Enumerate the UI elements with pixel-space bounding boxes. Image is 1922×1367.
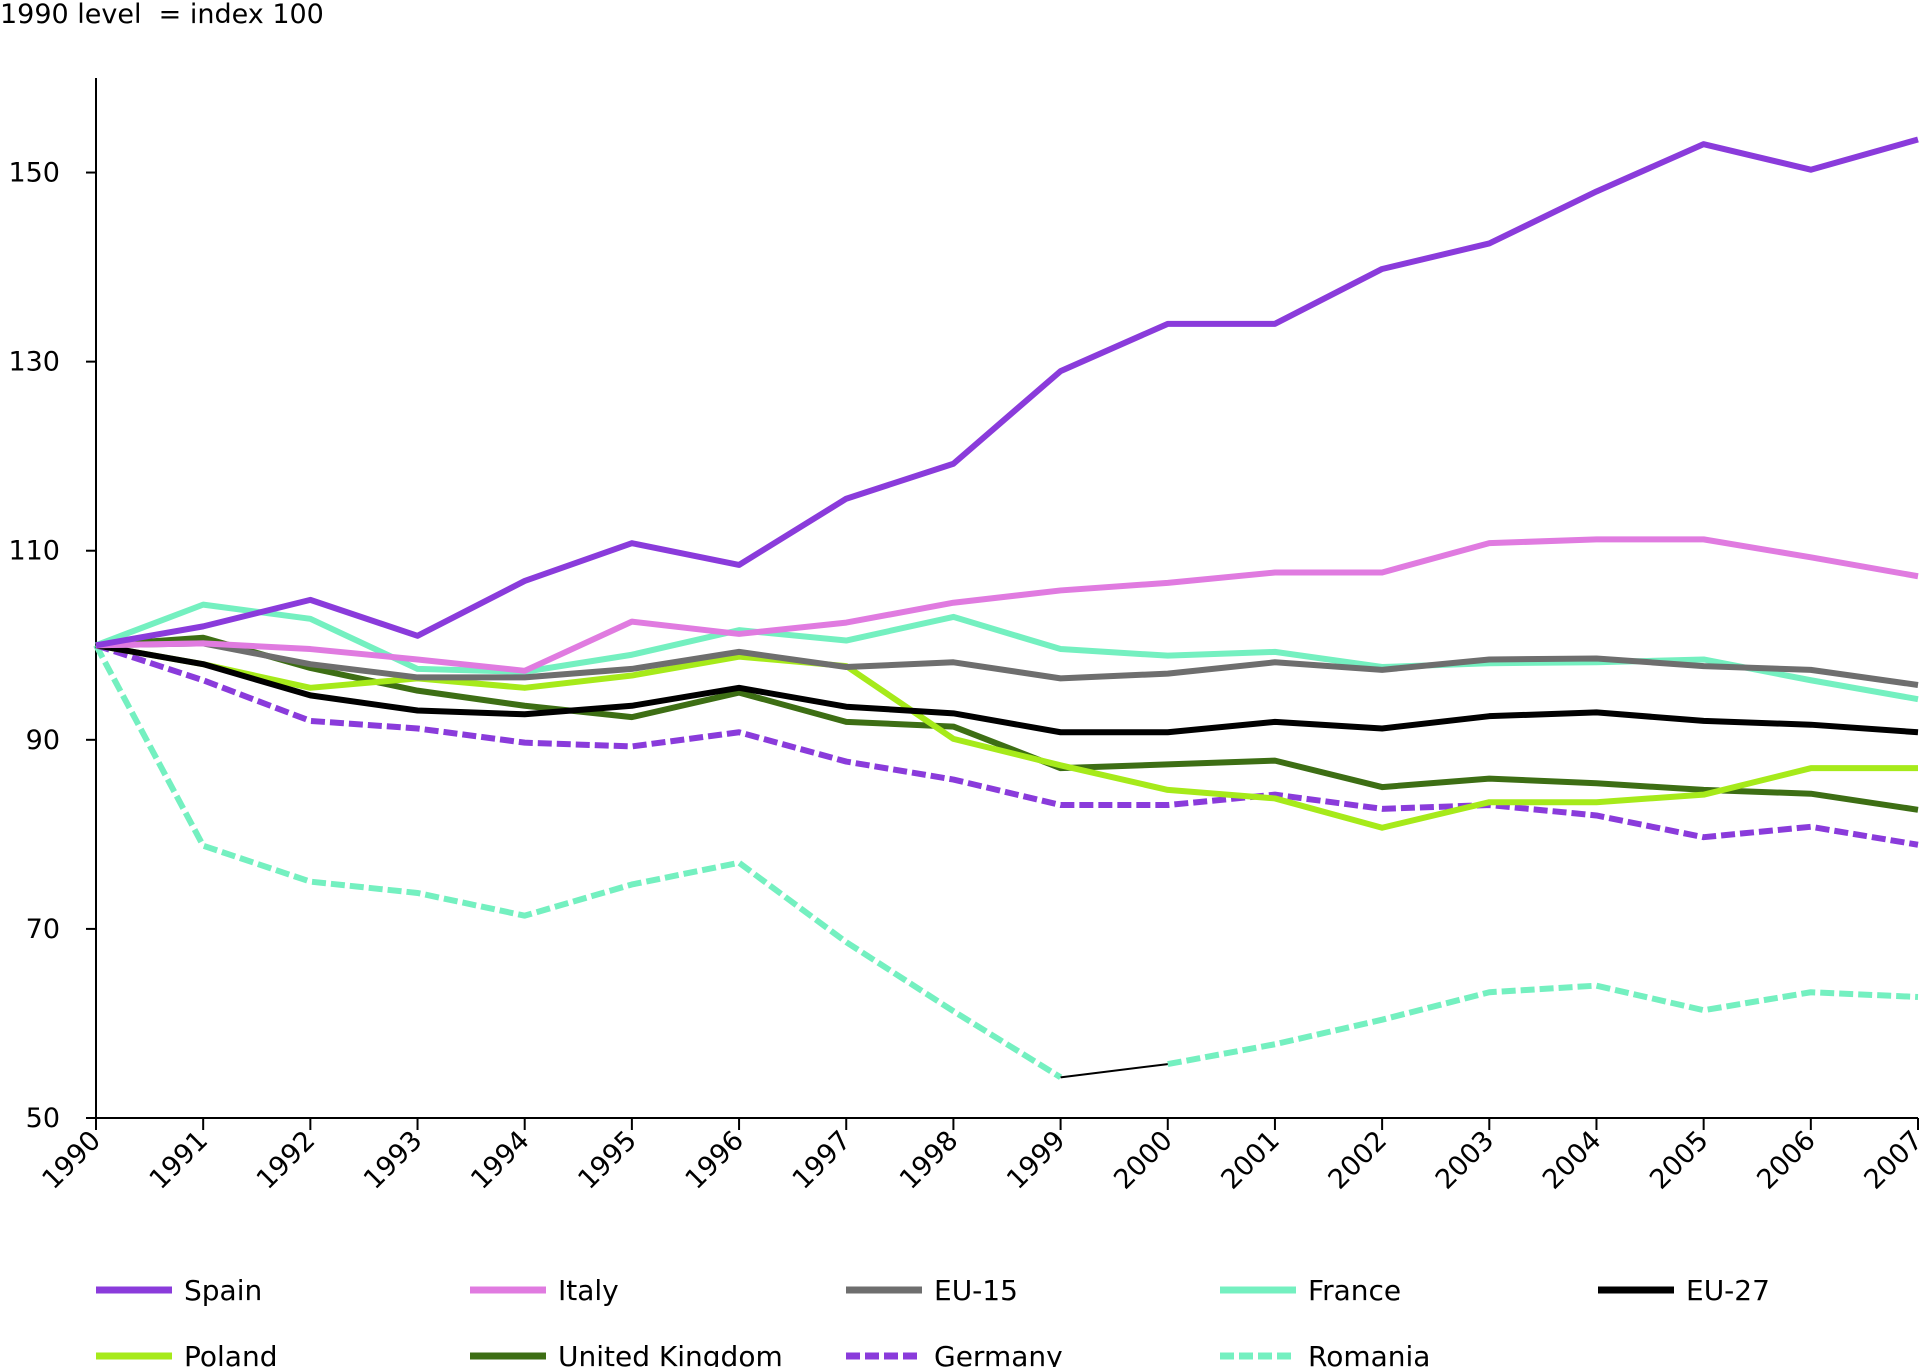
series-line-romania (1167, 982, 1919, 1068)
x-tick-label: 2002 (1323, 1125, 1394, 1196)
romania-gap-connector (1060, 1063, 1168, 1079)
legend-label-romania: Romania (1308, 1340, 1430, 1367)
x-tick-label: 1997 (787, 1125, 858, 1196)
y-tick-label: 90 (26, 725, 60, 756)
legend-label-spain: Spain (184, 1274, 262, 1307)
x-tick-label: 1994 (465, 1125, 536, 1196)
y-tick-label: 110 (8, 536, 60, 567)
x-tick-label: 1998 (894, 1125, 965, 1196)
x-tick-label: 2004 (1537, 1125, 1608, 1196)
series-line-romania (93, 643, 1063, 1080)
x-tick-label: 1993 (358, 1125, 429, 1196)
legend-label-eu-15: EU-15 (934, 1274, 1018, 1307)
y-tick-label: 50 (26, 1103, 60, 1134)
series-line-germany (95, 642, 1919, 848)
y-tick-label: 130 (8, 347, 60, 378)
x-tick-label: 1990 (36, 1125, 107, 1196)
legend-label-eu-27: EU-27 (1686, 1274, 1770, 1307)
legend-label-france: France (1308, 1274, 1401, 1307)
x-tick-label: 1996 (679, 1125, 750, 1196)
series-line-eu-27 (95, 642, 1919, 736)
x-tick-label: 1999 (1001, 1125, 1072, 1196)
legend: Spain Italy EU-15 France EU-27 Poland United K… (96, 1274, 1770, 1367)
x-tick-label: 1991 (144, 1125, 215, 1196)
x-tick-label: 2006 (1751, 1125, 1822, 1196)
y-tick-label: 70 (26, 914, 60, 945)
x-tick-label: 1992 (251, 1125, 322, 1196)
legend-label-germany: Germany (934, 1340, 1063, 1367)
x-tick-label: 2007 (1858, 1125, 1922, 1196)
y-axis-unit-label: 1990 level = index 100 (0, 0, 324, 30)
series-line-poland (95, 642, 1918, 831)
series-line-united-kingdom (95, 634, 1919, 813)
x-tick-label: 2001 (1215, 1125, 1286, 1196)
x-tick-label: 1995 (572, 1125, 643, 1196)
legend-label-italy: Italy (558, 1274, 619, 1307)
x-tick-label: 2005 (1644, 1125, 1715, 1196)
series-line-spain (95, 136, 1919, 649)
series-line-italy (95, 536, 1919, 674)
legend-label-united-kingdom: United Kingdom (558, 1340, 783, 1367)
legend-label-poland: Poland (184, 1340, 277, 1367)
x-tick-label: 2003 (1430, 1125, 1501, 1196)
series-lines (93, 136, 1919, 1080)
series-line-eu-15 (95, 640, 1919, 688)
x-tick-label: 2000 (1108, 1125, 1179, 1196)
y-tick-label: 150 (8, 158, 60, 189)
